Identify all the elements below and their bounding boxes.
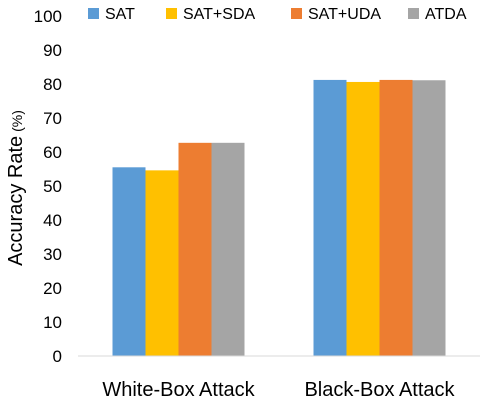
x-category-label: White-Box Attack — [102, 379, 255, 401]
legend: SAT SAT+SDA SAT+UDA ATDA — [88, 6, 467, 23]
bar-sat-sda-1 — [346, 81, 380, 357]
bar-sat-uda-0 — [178, 142, 212, 356]
legend-label: SAT — [105, 6, 135, 23]
legend-label: SAT+UDA — [308, 6, 381, 23]
y-tick-label: 0 — [53, 347, 62, 366]
y-tick-label: 40 — [43, 211, 62, 230]
y-axis-ticks: 0 10 20 30 40 50 60 70 80 90 100 — [34, 7, 62, 366]
svg-text:Accuracy Rate(%): Accuracy Rate (%) — [5, 110, 27, 266]
y-tick-label: 60 — [43, 143, 62, 162]
y-axis-label: Accuracy Rate (%) — [5, 110, 27, 266]
bar-atda-0 — [211, 142, 245, 356]
y-tick-label: 80 — [43, 75, 62, 94]
bar-sat-1 — [313, 79, 347, 357]
x-axis-labels: White-Box Attack Black-Box Attack — [102, 379, 455, 401]
y-axis-label-unit: (%) — [9, 110, 25, 132]
bars-group — [112, 79, 446, 357]
legend-label: ATDA — [425, 6, 467, 23]
bar-atda-1 — [412, 80, 446, 356]
legend-swatch — [166, 8, 177, 19]
y-tick-label: 10 — [43, 313, 62, 332]
y-tick-label: 100 — [34, 7, 62, 26]
bar-sat-0 — [112, 167, 146, 356]
y-tick-label: 50 — [43, 177, 62, 196]
y-tick-label: 70 — [43, 109, 62, 128]
y-axis-label-main: Accuracy Rate — [5, 136, 27, 266]
bar-sat-uda-1 — [379, 79, 413, 357]
legend-label: SAT+SDA — [183, 6, 256, 23]
legend-swatch — [291, 8, 302, 19]
legend-swatch — [88, 8, 99, 19]
x-category-label: Black-Box Attack — [304, 379, 455, 401]
y-tick-label: 90 — [43, 41, 62, 60]
legend-swatch — [408, 8, 419, 19]
bar-sat-sda-0 — [145, 170, 179, 356]
y-tick-label: 20 — [43, 279, 62, 298]
y-tick-label: 30 — [43, 245, 62, 264]
